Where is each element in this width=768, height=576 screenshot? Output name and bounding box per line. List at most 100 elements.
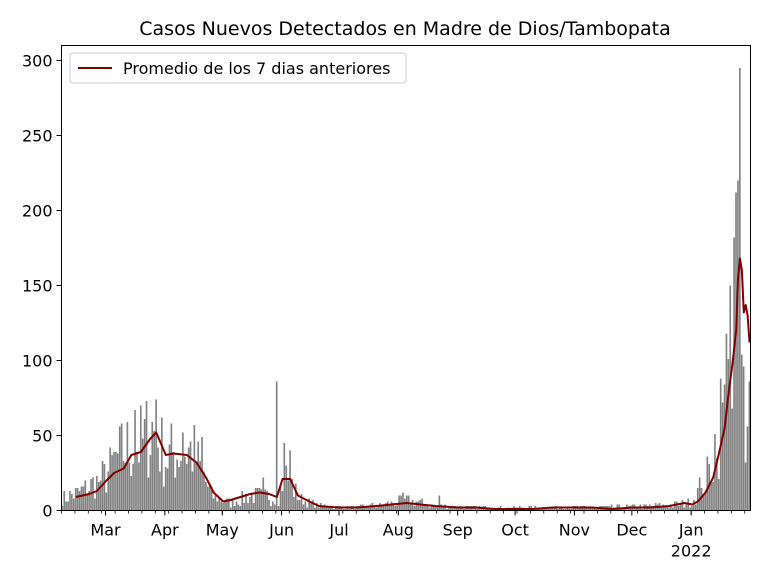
daily-case-bar: [543, 509, 546, 511]
daily-case-bar: [191, 471, 194, 511]
daily-case-bar: [610, 504, 613, 511]
daily-case-bar: [67, 501, 69, 511]
daily-case-bar: [111, 455, 113, 511]
daily-case-bar: [455, 507, 458, 511]
daily-case-bar: [304, 501, 307, 511]
daily-case-bar: [69, 491, 71, 511]
daily-case-bar: [568, 509, 571, 511]
daily-case-bar: [597, 507, 600, 511]
daily-case-bar: [342, 509, 345, 511]
daily-case-bar: [212, 498, 215, 511]
daily-case-bar: [616, 504, 619, 511]
y-tick-label: 100: [22, 352, 53, 371]
daily-case-bar: [205, 482, 207, 511]
daily-case-bar: [130, 476, 133, 511]
daily-case-bar: [742, 366, 745, 511]
daily-case-bar: [113, 452, 115, 511]
daily-case-bar: [157, 447, 159, 511]
daily-case-bar: [725, 333, 728, 511]
daily-case-bar: [377, 506, 379, 511]
daily-case-bar: [545, 509, 548, 511]
daily-case-bar: [480, 507, 483, 511]
daily-case-bar: [675, 501, 678, 511]
daily-case-bar: [453, 506, 456, 511]
daily-case-bar: [308, 498, 311, 511]
daily-case-bar: [679, 503, 682, 511]
daily-case-bar: [222, 503, 224, 511]
y-tick-label: 300: [22, 52, 53, 71]
daily-case-bar: [250, 494, 253, 511]
x-tick-label: Mar: [90, 521, 121, 540]
daily-case-bar: [82, 486, 85, 511]
daily-case-bar: [314, 507, 316, 511]
daily-case-bar: [402, 492, 404, 511]
daily-case-bar: [302, 504, 305, 511]
daily-case-bar: [670, 504, 672, 511]
daily-case-bar: [279, 485, 282, 511]
daily-case-bar: [132, 464, 134, 511]
daily-case-bar: [208, 486, 211, 511]
daily-case-bar: [704, 491, 707, 511]
daily-case-bar: [327, 507, 330, 511]
daily-case-bar: [379, 503, 381, 511]
daily-case-bar: [442, 507, 444, 511]
daily-case-bar: [681, 500, 684, 511]
daily-case-bar: [735, 192, 737, 511]
daily-case-bar: [622, 509, 624, 511]
y-tick-label: 0: [42, 502, 52, 521]
daily-case-bar: [210, 486, 213, 511]
y-tick-label: 200: [22, 202, 53, 221]
daily-case-bar: [365, 507, 368, 511]
daily-case-bar: [386, 501, 389, 511]
daily-case-bar: [323, 504, 326, 511]
daily-case-bar: [413, 506, 416, 511]
daily-case-bar: [733, 237, 735, 511]
daily-case-bar: [369, 504, 372, 511]
daily-case-bar: [411, 500, 414, 511]
daily-case-bar: [237, 504, 240, 511]
daily-case-bar: [88, 491, 90, 511]
x-tick-label: Sep: [443, 521, 473, 540]
daily-case-bar: [162, 486, 165, 511]
daily-case-bar: [233, 506, 236, 511]
daily-case-bar: [695, 504, 697, 511]
daily-case-bar: [256, 488, 259, 511]
daily-case-bar: [272, 501, 274, 511]
daily-case-bar: [231, 498, 234, 511]
daily-case-bar: [145, 401, 148, 511]
daily-case-bar: [185, 464, 188, 511]
daily-case-bar: [206, 486, 209, 511]
x-tick-label: Nov: [559, 521, 590, 540]
daily-case-bar: [457, 507, 460, 511]
daily-case-bar: [417, 501, 420, 511]
chart-title: Casos Nuevos Detectados en Madre de Dios…: [139, 18, 670, 40]
daily-case-bar: [120, 423, 123, 511]
daily-case-bar: [721, 402, 724, 511]
daily-case-bar: [128, 462, 131, 511]
daily-case-bar: [241, 491, 244, 511]
x-tick-year-label: 2022: [671, 542, 712, 561]
daily-case-bar: [277, 506, 280, 511]
daily-case-bar: [409, 504, 412, 511]
daily-case-bar: [201, 437, 203, 511]
daily-case-bar: [193, 425, 196, 511]
daily-case-bar: [463, 509, 466, 511]
daily-case-bar: [547, 509, 550, 511]
daily-case-bar: [153, 431, 155, 511]
daily-case-bar: [698, 477, 701, 511]
daily-case-bar: [557, 509, 559, 511]
daily-case-bar: [329, 507, 332, 511]
daily-case-bar: [595, 507, 598, 511]
daily-case-bar: [105, 492, 108, 511]
daily-case-bar: [172, 452, 175, 511]
daily-case-bar: [340, 507, 343, 511]
daily-case-bar: [138, 462, 140, 511]
daily-case-bar: [141, 438, 144, 511]
daily-case-bar: [61, 506, 64, 511]
daily-case-bar: [593, 507, 596, 511]
daily-case-bar: [702, 494, 705, 511]
daily-case-bar: [178, 467, 180, 511]
daily-case-bar: [549, 507, 552, 511]
daily-case-bar: [122, 461, 125, 511]
daily-case-bar: [375, 507, 378, 511]
